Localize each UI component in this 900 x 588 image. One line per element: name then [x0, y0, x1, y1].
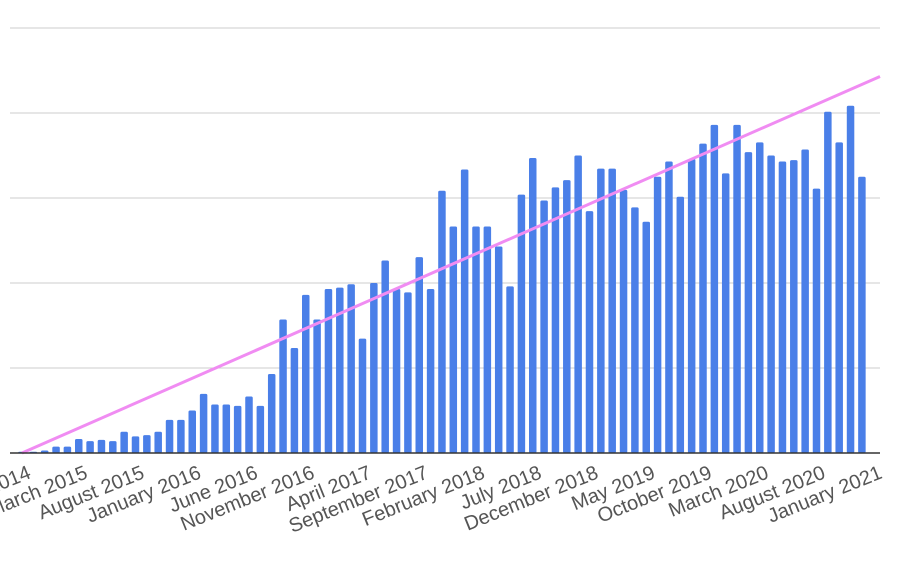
- bar: [608, 168, 616, 454]
- bar: [744, 152, 753, 453]
- bar: [302, 294, 310, 453]
- bar: [585, 211, 594, 453]
- bar: [801, 149, 809, 454]
- bar: [165, 419, 174, 453]
- bar: [370, 283, 378, 453]
- bar: [279, 319, 287, 453]
- bar: [143, 435, 151, 453]
- bar: [858, 176, 866, 453]
- bar: [199, 393, 208, 453]
- bar: [472, 226, 480, 453]
- bar: [426, 288, 435, 453]
- bar: [460, 169, 469, 453]
- bar: [563, 180, 571, 453]
- bar: [438, 190, 446, 453]
- bar: [177, 419, 185, 453]
- bar: [483, 226, 492, 453]
- bar: [517, 194, 526, 453]
- bar: [52, 446, 60, 453]
- bar: [392, 288, 401, 453]
- bar: [835, 142, 843, 453]
- bar: [233, 405, 242, 453]
- bar: [336, 287, 344, 453]
- bar: [812, 188, 821, 453]
- bar: [494, 246, 503, 453]
- bar: [824, 111, 832, 453]
- bar: [97, 439, 106, 453]
- bar: [154, 431, 162, 453]
- bar: [653, 176, 662, 453]
- bar: [290, 348, 299, 453]
- bar: [415, 257, 423, 453]
- bar: [404, 292, 412, 453]
- bar: [347, 284, 355, 453]
- bar: [540, 200, 548, 453]
- bar: [676, 196, 685, 453]
- bar: [665, 161, 673, 453]
- bar: [131, 436, 140, 453]
- bar: [506, 286, 514, 453]
- bar: [358, 338, 367, 453]
- bar: [313, 319, 321, 453]
- bar: [324, 288, 333, 453]
- bar: [597, 168, 605, 454]
- bar: [256, 405, 265, 453]
- bar: [721, 173, 730, 453]
- bar: [846, 105, 855, 454]
- bar: [642, 221, 650, 453]
- bar: [699, 143, 707, 453]
- bar: [790, 160, 798, 454]
- bar: [222, 404, 231, 453]
- trendline-layer: [21, 75, 881, 455]
- bar: [211, 404, 219, 453]
- bar: [86, 441, 94, 453]
- bar: [778, 161, 787, 453]
- bar: [710, 124, 719, 454]
- bar: [75, 438, 83, 453]
- bar: [631, 207, 639, 453]
- bar: [551, 187, 560, 453]
- bar: [109, 441, 117, 453]
- bar: [733, 124, 741, 454]
- bar: [449, 226, 458, 453]
- bar: [767, 155, 775, 453]
- bar: [756, 142, 764, 453]
- bar: [687, 158, 696, 453]
- bar: [63, 446, 72, 453]
- bar-series: [18, 105, 866, 454]
- trendline: [21, 75, 881, 455]
- bar: [529, 158, 537, 454]
- bar: [574, 155, 582, 453]
- bar: [619, 189, 628, 454]
- bar: [120, 431, 128, 453]
- bar: [188, 410, 196, 453]
- bar: [245, 396, 253, 453]
- bar: [381, 260, 389, 453]
- bar: [267, 373, 276, 453]
